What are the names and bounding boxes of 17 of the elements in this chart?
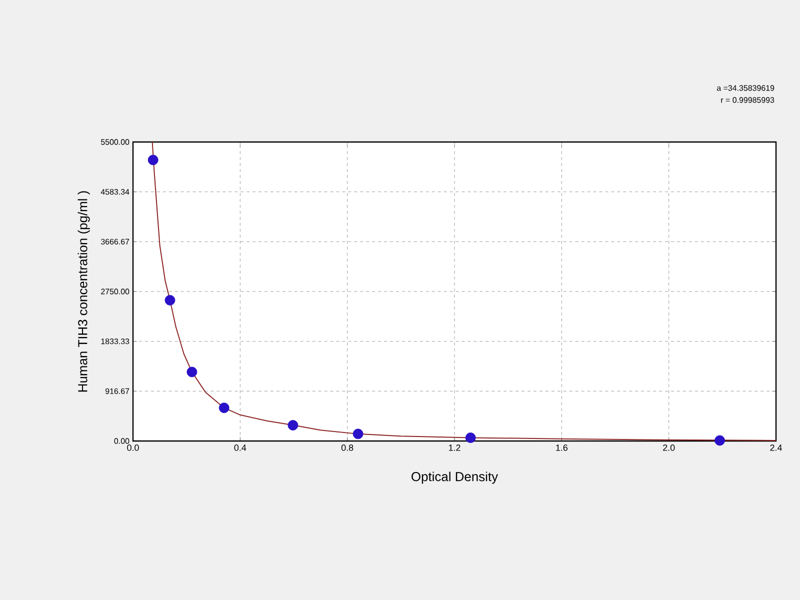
point xyxy=(465,432,476,443)
x-tick-label: 0.8 xyxy=(341,444,354,451)
x-tick-label: 1.2 xyxy=(448,444,460,451)
point xyxy=(218,402,230,414)
y-axis-title: Human TIH3 concentration (pg/ml ) xyxy=(78,191,90,392)
point xyxy=(164,294,176,306)
point xyxy=(186,366,198,378)
x-axis-title: Optical Density xyxy=(412,472,498,484)
point xyxy=(288,420,298,430)
point xyxy=(148,154,158,166)
point xyxy=(714,435,725,446)
point xyxy=(352,428,364,440)
x-tick-label: 0.0 xyxy=(127,444,139,451)
x-tick-label: 2.0 xyxy=(663,444,675,451)
x-tick-label: 2.4 xyxy=(770,444,782,451)
x-tick-label: 1.6 xyxy=(556,444,568,451)
x-tick-label: 0.4 xyxy=(234,444,246,451)
